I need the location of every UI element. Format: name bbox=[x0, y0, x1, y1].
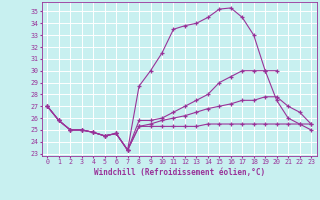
X-axis label: Windchill (Refroidissement éolien,°C): Windchill (Refroidissement éolien,°C) bbox=[94, 168, 265, 177]
